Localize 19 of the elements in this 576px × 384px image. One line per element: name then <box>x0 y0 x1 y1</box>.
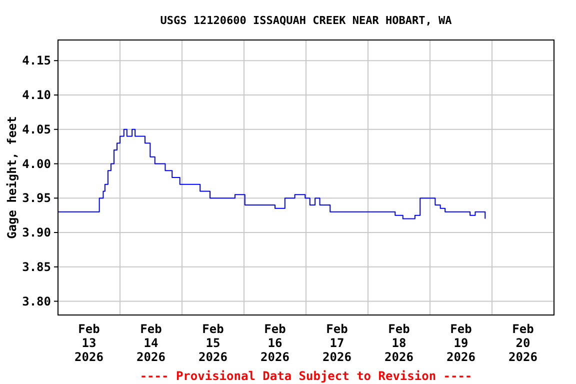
x-tick-label: Feb 20 2026 <box>508 322 538 364</box>
x-tick-label: Feb 16 2026 <box>260 322 290 364</box>
x-tick-label: Feb 19 2026 <box>446 322 476 364</box>
y-tick-label: 3.90 <box>22 226 51 240</box>
y-tick-label: 3.85 <box>22 260 51 274</box>
x-tick-label: Feb 13 2026 <box>74 322 104 364</box>
x-tick-label: Feb 17 2026 <box>322 322 352 364</box>
y-tick-label: 3.80 <box>22 294 51 308</box>
x-tick-label: Feb 18 2026 <box>384 322 414 364</box>
y-tick-label: 3.95 <box>22 191 51 206</box>
y-tick-label: 4.05 <box>22 122 51 136</box>
y-axis-title: Gage height, feet <box>5 116 19 239</box>
y-tick-label: 4.15 <box>22 54 51 68</box>
y-tick-label: 4.00 <box>22 156 51 171</box>
text: ---- Provisional Data Subject to Revision ---- <box>140 369 472 383</box>
chart-title: USGS 12120600 ISSAQUAH CREEK NEAR HOBART, WA <box>160 14 452 27</box>
x-tick-label: Feb 14 2026 <box>136 322 166 364</box>
y-tick-label: 4.10 <box>22 88 51 102</box>
x-tick-label: Feb 15 2026 <box>198 322 228 364</box>
